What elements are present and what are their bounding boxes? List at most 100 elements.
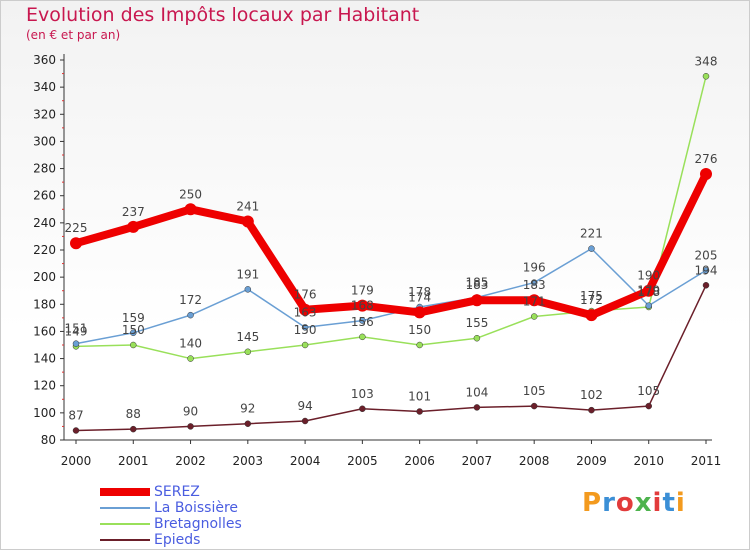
data-point xyxy=(473,334,481,342)
data-point xyxy=(72,340,80,347)
data-point xyxy=(530,402,538,410)
data-point xyxy=(645,302,652,309)
logo-letter: P xyxy=(582,488,603,518)
data-point xyxy=(645,402,652,410)
data-label: 150 xyxy=(294,323,317,337)
logo-letter: t xyxy=(662,488,676,518)
legend-swatch xyxy=(100,539,150,541)
data-label: 183 xyxy=(465,278,488,292)
x-tick-label: 2001 xyxy=(118,454,149,468)
y-tick-label: 160 xyxy=(33,324,56,338)
data-label: 190 xyxy=(637,269,660,283)
x-tick-label: 2006 xyxy=(404,454,435,468)
data-label: 176 xyxy=(294,288,317,302)
data-label: 191 xyxy=(236,267,259,281)
data-label: 237 xyxy=(122,205,145,219)
x-tick-label: 2002 xyxy=(175,454,206,468)
data-point xyxy=(356,299,369,312)
x-tick-label: 2009 xyxy=(576,454,607,468)
data-label: 159 xyxy=(122,311,145,325)
legend-swatch xyxy=(100,507,150,509)
data-label: 168 xyxy=(351,299,374,313)
x-tick-label: 2011 xyxy=(691,454,722,468)
data-point xyxy=(70,237,82,250)
data-label: 348 xyxy=(695,54,718,68)
y-tick-label: 360 xyxy=(33,53,56,67)
data-point xyxy=(72,427,80,434)
data-point xyxy=(530,313,538,320)
data-point xyxy=(585,309,598,322)
data-point xyxy=(588,245,595,252)
data-label: 155 xyxy=(465,316,488,330)
data-point xyxy=(470,294,483,307)
data-point xyxy=(244,348,252,356)
data-point xyxy=(702,73,710,80)
y-tick-label: 240 xyxy=(33,216,56,230)
legend-item: La Boissière xyxy=(100,500,320,516)
data-label: 179 xyxy=(351,284,374,298)
data-point xyxy=(416,408,423,415)
x-tick-label: 2007 xyxy=(462,454,493,468)
logo-letter: i xyxy=(652,488,663,518)
x-tick-label: 2003 xyxy=(233,454,264,468)
y-tick-label: 260 xyxy=(33,189,56,203)
legend-label: La Boissière xyxy=(154,500,239,516)
data-label: 175 xyxy=(580,289,603,303)
data-label: 196 xyxy=(523,261,546,275)
x-tick-label: 2010 xyxy=(633,454,664,468)
legend-item: SEREZ xyxy=(100,484,320,500)
data-label: 102 xyxy=(580,388,603,402)
data-label: 225 xyxy=(65,221,88,235)
y-tick-label: 100 xyxy=(33,406,56,420)
data-label: 151 xyxy=(65,322,88,336)
x-tick-label: 2008 xyxy=(519,454,550,468)
data-point xyxy=(241,215,254,228)
data-label: 105 xyxy=(637,384,660,398)
data-point xyxy=(127,220,140,233)
data-point xyxy=(301,341,309,349)
data-point xyxy=(244,420,252,427)
y-tick-label: 280 xyxy=(33,162,56,176)
chart-title: Evolution des Impôts locaux par Habitant xyxy=(26,4,420,26)
data-point xyxy=(473,404,481,411)
data-label: 163 xyxy=(294,305,317,319)
data-point xyxy=(702,267,710,274)
data-point xyxy=(359,333,366,341)
chart-legend: SEREZ La Boissière Bretagnolles Epieds xyxy=(100,484,320,548)
y-tick-label: 120 xyxy=(33,379,56,393)
legend-swatch xyxy=(100,488,150,496)
data-label: 241 xyxy=(236,200,259,214)
data-point xyxy=(184,203,197,216)
proxiti-logo: Proxiti xyxy=(582,488,686,518)
legend-label: Epieds xyxy=(154,532,201,548)
data-point xyxy=(702,282,710,289)
data-point xyxy=(528,294,541,307)
data-label: 103 xyxy=(351,387,374,401)
data-point xyxy=(130,329,137,337)
data-point xyxy=(130,425,137,433)
data-point xyxy=(413,306,426,319)
y-tick-label: 140 xyxy=(33,352,56,366)
legend-swatch xyxy=(100,523,150,525)
series-line-epieds xyxy=(75,284,707,432)
data-point xyxy=(244,286,252,293)
data-label: 174 xyxy=(408,290,431,304)
data-point xyxy=(299,303,312,316)
data-label: 178 xyxy=(408,285,431,299)
logo-letter: i xyxy=(675,488,686,518)
data-point xyxy=(530,279,538,286)
data-label: 140 xyxy=(179,337,202,351)
data-point xyxy=(359,317,366,324)
data-label: 94 xyxy=(297,399,312,413)
y-tick-label: 200 xyxy=(33,270,56,284)
data-point xyxy=(700,168,712,180)
data-label: 185 xyxy=(465,276,488,290)
logo-letter: o xyxy=(615,488,635,518)
data-label: 104 xyxy=(465,385,488,399)
x-tick-label: 2000 xyxy=(61,454,92,468)
data-label: 149 xyxy=(65,324,88,338)
data-label: 150 xyxy=(122,323,145,337)
data-label: 172 xyxy=(179,293,202,307)
legend-item: Bretagnolles xyxy=(100,516,320,532)
